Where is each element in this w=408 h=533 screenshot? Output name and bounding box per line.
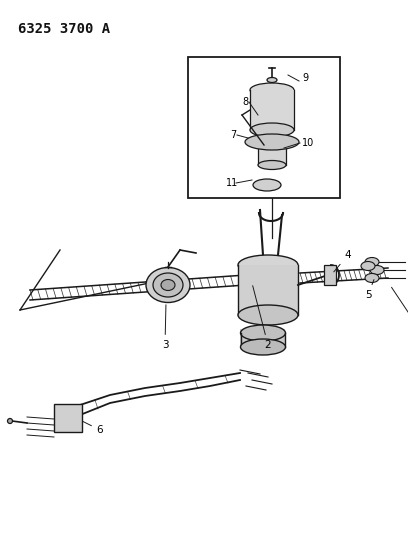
Ellipse shape <box>7 418 13 424</box>
Ellipse shape <box>253 179 281 191</box>
Ellipse shape <box>250 83 294 97</box>
Text: 10: 10 <box>302 138 314 148</box>
Bar <box>324 265 336 285</box>
Ellipse shape <box>240 339 286 355</box>
Ellipse shape <box>238 255 298 275</box>
Ellipse shape <box>267 77 277 83</box>
Bar <box>238 265 298 315</box>
Text: 7: 7 <box>230 130 236 140</box>
Ellipse shape <box>370 265 384 274</box>
Text: 9: 9 <box>302 73 308 83</box>
Bar <box>188 57 340 198</box>
Ellipse shape <box>161 279 175 290</box>
Text: 4: 4 <box>334 250 351 272</box>
Ellipse shape <box>361 262 375 271</box>
Text: 2: 2 <box>253 286 271 350</box>
Text: 1: 1 <box>392 287 408 335</box>
Text: 8: 8 <box>242 97 248 107</box>
Ellipse shape <box>146 268 190 303</box>
Ellipse shape <box>258 160 286 169</box>
Text: 6: 6 <box>82 421 103 435</box>
Bar <box>258 142 286 165</box>
Ellipse shape <box>250 123 294 137</box>
Bar <box>54 404 82 432</box>
Ellipse shape <box>240 325 286 341</box>
Ellipse shape <box>245 134 299 150</box>
Text: 11: 11 <box>226 178 238 188</box>
Bar <box>250 90 294 130</box>
Ellipse shape <box>153 273 183 297</box>
Text: 5: 5 <box>365 280 374 300</box>
Text: 6325 3700 A: 6325 3700 A <box>18 22 110 36</box>
Bar <box>240 329 285 347</box>
Ellipse shape <box>365 273 379 282</box>
Text: 3: 3 <box>162 305 169 350</box>
Ellipse shape <box>238 305 298 325</box>
Ellipse shape <box>365 257 379 266</box>
